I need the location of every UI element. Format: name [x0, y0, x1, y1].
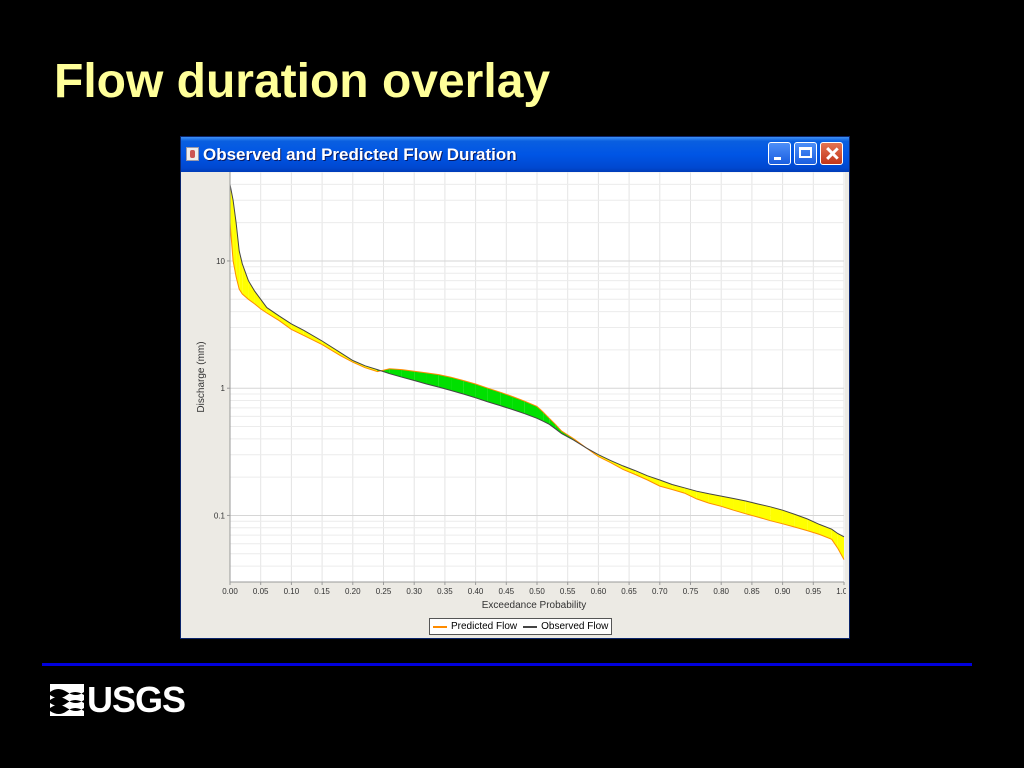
fill-segment: [242, 263, 249, 300]
legend-swatch-predicted: [433, 625, 447, 628]
window-titlebar[interactable]: Observed and Predicted Flow Duration: [181, 137, 849, 172]
fill-segment: [414, 371, 427, 384]
chart-panel: 0.00 0.05 0.10 0.15 0.20 0.25 0.30 0.35 0.40 0.45…: [184, 172, 846, 635]
fill-segment: [831, 529, 838, 549]
fill-segment: [807, 518, 820, 535]
fill-segment: [672, 484, 685, 494]
java-cup-icon[interactable]: [186, 147, 199, 161]
legend: Predicted Flow Observed Flow: [429, 618, 613, 635]
tick-labels: 0.00 0.05 0.10 0.15 0.20 0.25 0.30 0.35 0.40 0.45…: [214, 257, 846, 596]
fill-segment: [500, 392, 513, 410]
y-tick-label: 0.1: [214, 511, 226, 520]
fill-segment: [782, 510, 795, 528]
fill-segment: [770, 506, 783, 524]
window-title: Observed and Predicted Flow Duration: [203, 145, 517, 164]
fill-segment: [438, 374, 452, 391]
fill-segment: [512, 396, 525, 414]
fill-segment: [389, 368, 402, 378]
legend-swatch-observed: [523, 625, 538, 628]
usgs-logo: USGS: [50, 679, 186, 720]
fill-segment: [647, 475, 660, 487]
series-line-predicted: [229, 222, 845, 560]
x-tick-label: 0.15: [314, 587, 330, 596]
flow-duration-chart: 0.00 0.05 0.10 0.15 0.20 0.25 0.30 0.35 0.40 0.45…: [196, 172, 846, 611]
fill-segment: [279, 315, 292, 330]
legend-item-predicted: Predicted Flow: [433, 621, 517, 632]
x-tick-label: 0.70: [652, 587, 668, 596]
x-tick-label: 0.40: [468, 587, 484, 596]
x-tick-label: 0.75: [683, 587, 699, 596]
minimize-icon[interactable]: [768, 142, 791, 165]
fill-segment: [451, 377, 464, 395]
x-axis-label: Exceedance Probability: [482, 600, 587, 611]
x-tick-label: 0.10: [284, 587, 300, 596]
x-tick-label: 0.35: [437, 587, 453, 596]
fill-segment: [426, 372, 439, 388]
x-tick-label: 0.30: [406, 587, 422, 596]
fill-segment: [622, 465, 636, 475]
maximize-icon[interactable]: [794, 142, 817, 165]
fill-segment: [794, 514, 808, 531]
usgs-logo-text: USGS: [87, 679, 186, 720]
x-tick-label: 0.90: [775, 587, 791, 596]
fill-segment: [236, 222, 240, 290]
fill-segment: [708, 493, 722, 507]
x-tick-label: 0.60: [591, 587, 607, 596]
x-tick-label: 0.25: [376, 587, 392, 596]
usgs-wave-icon: [50, 684, 84, 716]
fill-segment: [537, 406, 544, 422]
fill-segment: [696, 491, 709, 504]
x-tick-label: 0.05: [253, 587, 269, 596]
fill-between: [230, 184, 844, 560]
close-icon[interactable]: [820, 142, 843, 165]
fill-segment: [303, 330, 323, 345]
fill-segment: [745, 500, 759, 518]
fill-segment: [291, 323, 304, 336]
fill-segment: [733, 498, 746, 514]
fill-segment: [463, 380, 476, 398]
x-tick-label: 0.55: [560, 587, 576, 596]
slide-title: Flow duration overlay: [54, 55, 551, 108]
fill-segment: [230, 184, 234, 261]
fill-segment: [549, 418, 556, 429]
series-lines: [229, 184, 845, 560]
fill-segment: [254, 291, 261, 309]
fill-segment: [543, 412, 550, 425]
fill-segment: [475, 383, 488, 402]
legend-label-predicted: Predicted Flow: [451, 621, 518, 632]
x-tick-label: 0.80: [713, 587, 729, 596]
chart-window[interactable]: Observed and Predicted Flow Duration 0.0…: [180, 136, 850, 639]
series-line-observed: [229, 184, 845, 538]
grid: [229, 172, 845, 583]
fill-segment: [487, 388, 501, 406]
fill-segment: [837, 533, 844, 560]
fill-segment: [266, 307, 280, 321]
x-tick-label: 0.45: [499, 587, 515, 596]
fill-segment: [248, 280, 255, 304]
legend-label-observed: Observed Flow: [541, 621, 609, 632]
x-tick-label: 0.65: [621, 587, 637, 596]
fill-segment: [635, 470, 648, 480]
footer-divider: [42, 663, 972, 666]
y-tick-label: 10: [216, 257, 225, 266]
fill-segment: [758, 504, 771, 521]
legend-item-observed: Observed Flow: [523, 621, 608, 632]
x-tick-label: 0.00: [222, 587, 238, 596]
y-tick-label: 1: [221, 384, 226, 393]
x-tick-label: 0.50: [529, 587, 545, 596]
x-tick-label: 0.95: [806, 587, 822, 596]
axes: [227, 172, 845, 585]
x-tick-label: 0.20: [345, 587, 361, 596]
fill-segment: [721, 496, 734, 511]
x-tick-label: 1.00: [836, 587, 846, 596]
x-tick-label: 0.85: [744, 587, 760, 596]
fill-segment: [322, 340, 341, 356]
y-axis-label: Discharge (mm): [196, 341, 207, 412]
fill-segment: [659, 479, 673, 490]
